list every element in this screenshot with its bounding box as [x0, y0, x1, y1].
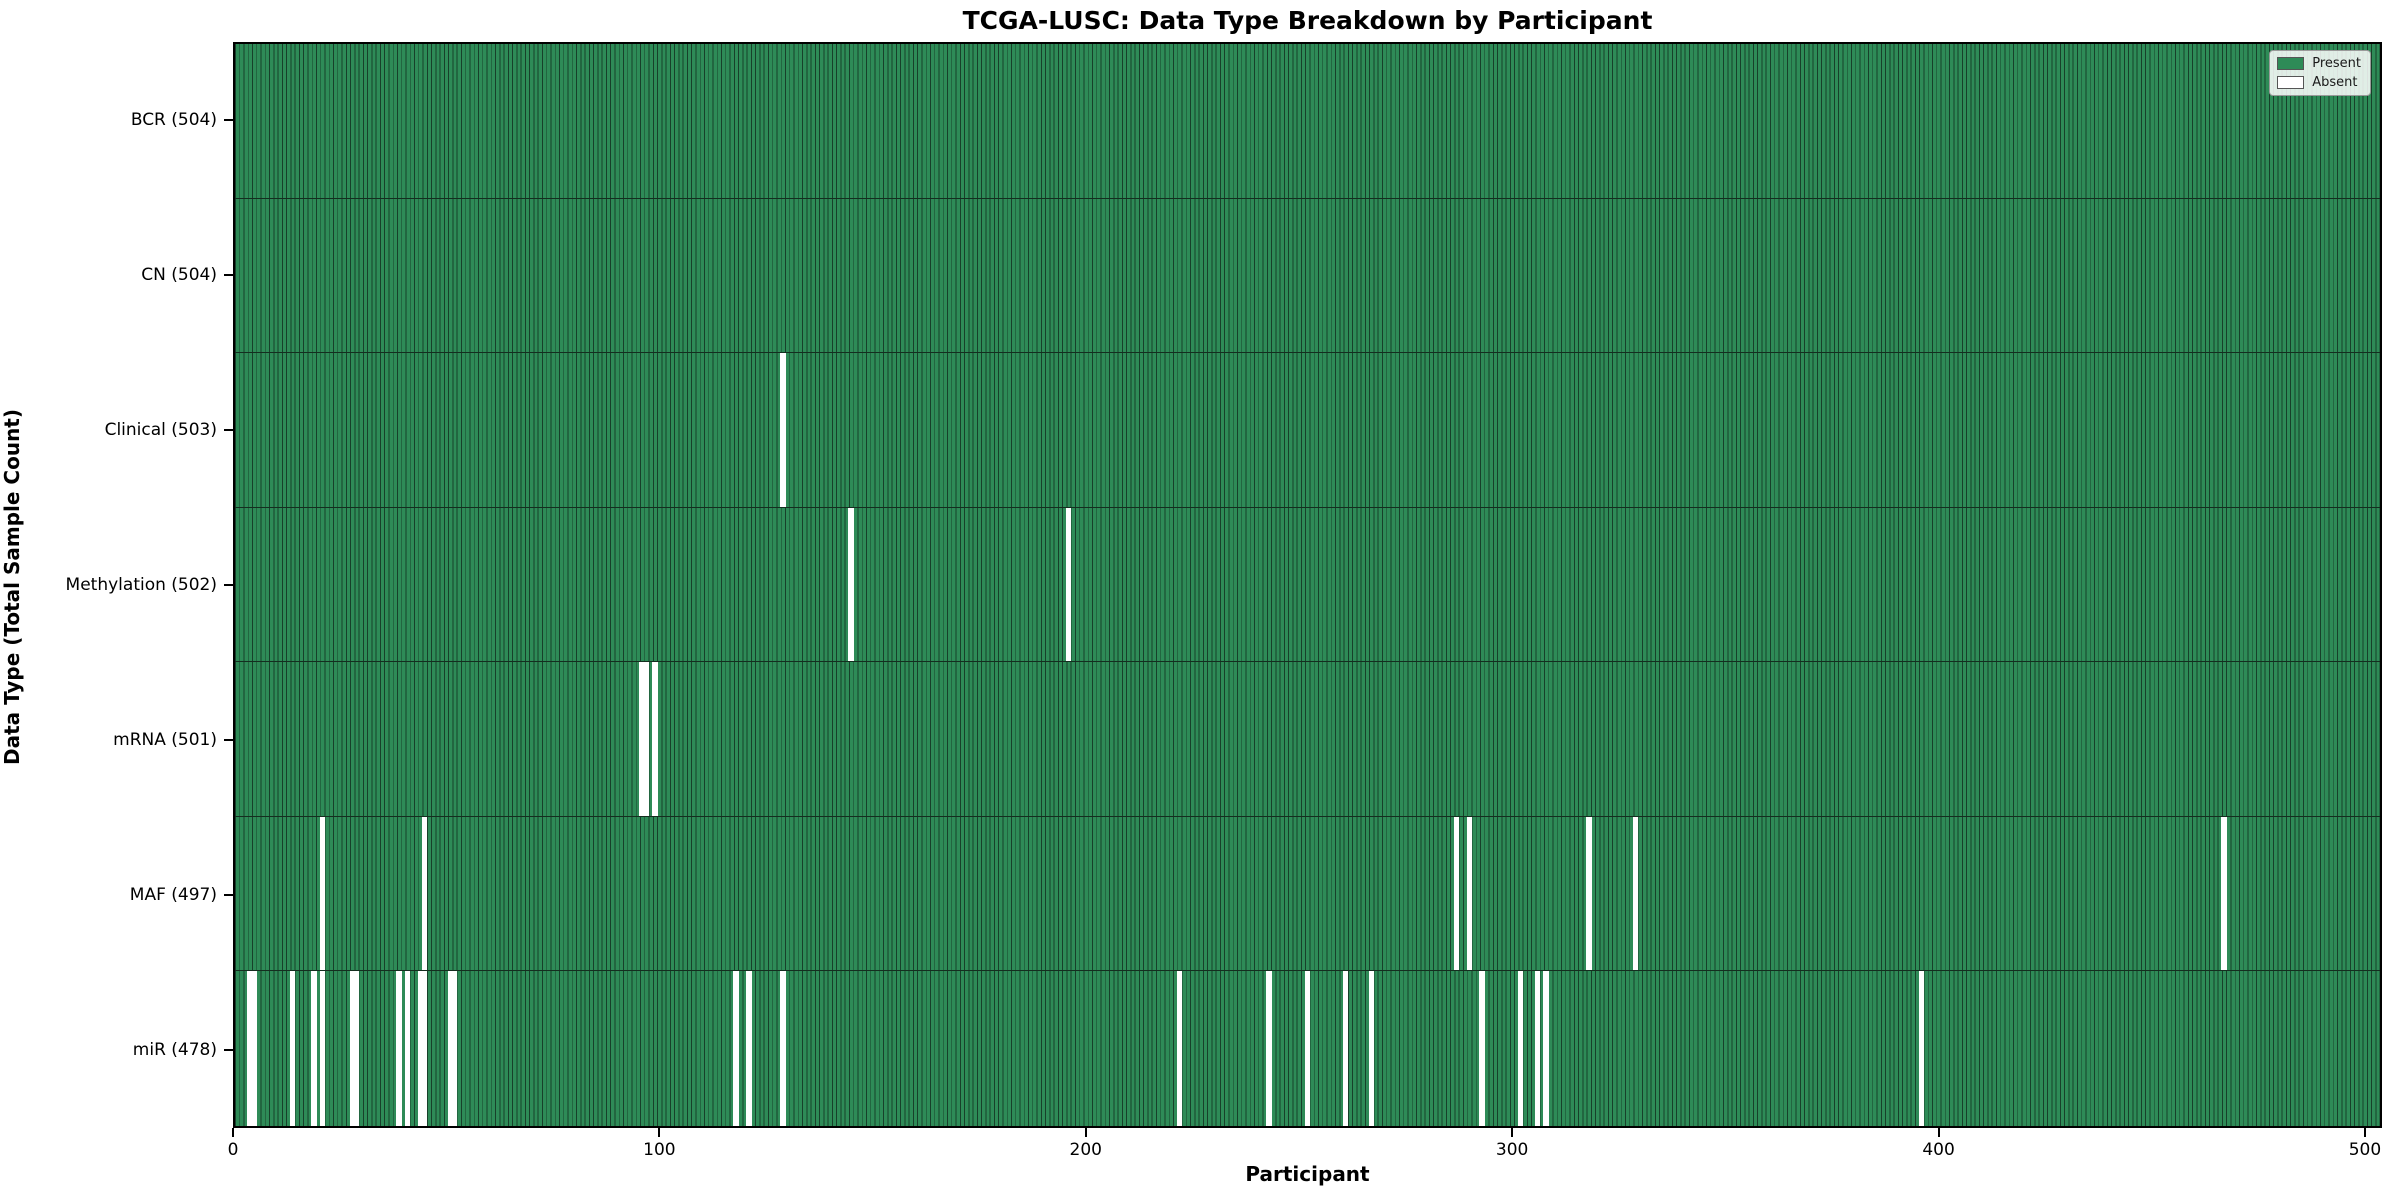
absent-gap — [848, 507, 854, 662]
absent-gap — [1517, 971, 1524, 1126]
absent-gap — [1479, 971, 1485, 1126]
absent-gap — [447, 971, 454, 1126]
absent-gap — [353, 971, 360, 1126]
absent-gap — [311, 971, 317, 1126]
data-row-miR — [235, 971, 2380, 1126]
y-tick-mark — [224, 894, 233, 897]
y-tick-label-BCR: BCR (504) — [130, 109, 217, 130]
x-tick-mark — [2363, 1128, 2366, 1137]
x-tick-label-300: 300 — [1495, 1140, 1529, 1160]
absent-gap — [780, 971, 786, 1126]
data-row-Methylation — [235, 507, 2380, 663]
x-tick-label-200: 200 — [1069, 1140, 1102, 1160]
y-tick-label-MAF: MAF (497) — [129, 885, 217, 906]
y-tick-mark — [224, 739, 233, 742]
data-row-MAF — [235, 816, 2380, 972]
x-tick-label-100: 100 — [643, 1140, 676, 1160]
x-tick-mark — [658, 1128, 661, 1137]
absent-gap — [349, 971, 355, 1126]
x-tick-mark — [1511, 1128, 1514, 1137]
data-row-BCR — [235, 44, 2380, 199]
y-tick-mark — [224, 1049, 233, 1052]
y-tick-mark — [224, 428, 233, 431]
absent-gap — [1632, 816, 1639, 971]
x-tick-label-400: 400 — [1922, 1140, 1955, 1160]
absent-gap — [780, 353, 786, 507]
absent-gap — [1453, 816, 1460, 971]
absent-gap — [1466, 816, 1473, 971]
y-tick-mark — [224, 584, 233, 586]
legend-present-label: Present — [2312, 56, 2361, 71]
chart-title: TCGA-LUSC: Data Type Breakdown by Partic… — [962, 6, 1653, 35]
absent-gap — [1304, 971, 1311, 1126]
legend-absent-label: Absent — [2312, 75, 2358, 90]
absent-gap — [1543, 971, 1549, 1126]
y-tick-label-mRNA: mRNA (501) — [113, 730, 217, 751]
present-swatch-icon — [2277, 57, 2305, 70]
x-tick-label-500: 500 — [2348, 1140, 2382, 1160]
data-row-mRNA — [235, 662, 2380, 817]
y-tick-label-miR: miR (478) — [132, 1040, 217, 1061]
absent-gap — [1266, 971, 1272, 1126]
absent-gap — [1065, 507, 1072, 662]
legend: Present Absent — [2269, 50, 2371, 96]
absent-gap — [652, 662, 658, 816]
absent-gap — [1918, 971, 1925, 1126]
absent-swatch-icon — [2277, 76, 2305, 89]
absent-gap — [643, 662, 650, 816]
data-row-Clinical — [235, 353, 2380, 508]
absent-gap — [1176, 971, 1183, 1126]
absent-gap — [733, 971, 739, 1126]
absent-gap — [746, 971, 752, 1126]
legend-item-present: Present — [2277, 56, 2361, 71]
absent-gap — [396, 971, 402, 1126]
absent-gap — [319, 816, 326, 971]
absent-gap — [1586, 816, 1592, 971]
y-axis-title: Data Type (Total Sample Count) — [0, 408, 24, 766]
x-tick-mark — [232, 1128, 234, 1137]
absent-gap — [417, 971, 424, 1126]
absent-gap — [404, 971, 411, 1126]
y-tick-mark — [224, 273, 233, 276]
absent-gap — [1368, 971, 1375, 1126]
absent-gap — [639, 662, 645, 816]
absent-gap — [319, 971, 326, 1126]
y-tick-mark — [224, 118, 233, 121]
y-tick-label-Clinical: Clinical (503) — [104, 419, 217, 440]
absent-gap — [1534, 971, 1541, 1126]
absent-gap — [247, 971, 253, 1126]
absent-gap — [422, 971, 428, 1126]
legend-item-absent: Absent — [2277, 75, 2361, 90]
data-row-CN — [235, 198, 2380, 354]
absent-gap — [422, 816, 428, 971]
x-tick-mark — [1937, 1128, 1940, 1137]
absent-gap — [1343, 971, 1349, 1126]
absent-gap — [2221, 816, 2227, 971]
x-tick-mark — [1084, 1128, 1087, 1137]
absent-gap — [289, 971, 296, 1126]
x-tick-label-0: 0 — [227, 1140, 239, 1160]
x-axis-title: Participant — [1245, 1162, 1370, 1186]
y-tick-label-Methylation: Methylation (502) — [65, 575, 217, 595]
y-tick-label-CN: CN (504) — [141, 264, 217, 285]
absent-gap — [451, 971, 458, 1126]
plot-area: Present Absent — [233, 42, 2382, 1128]
absent-gap — [251, 971, 257, 1126]
